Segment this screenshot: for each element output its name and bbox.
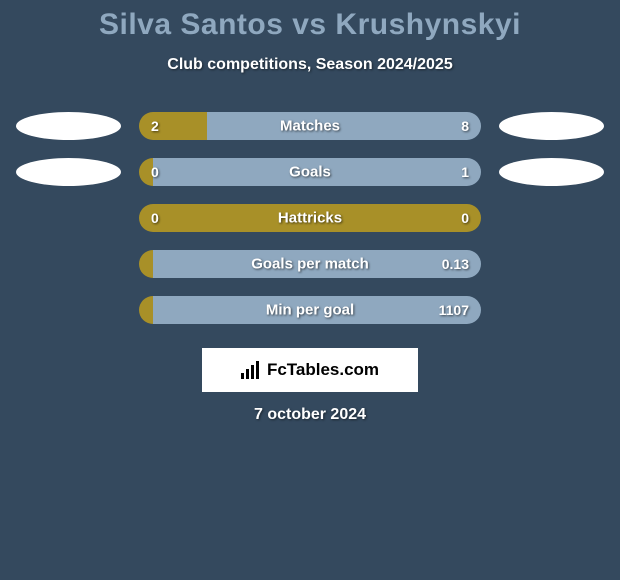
left-marker [16, 158, 121, 186]
site-logo: FcTables.com [241, 360, 379, 380]
right-marker [499, 158, 604, 186]
subtitle: Club competitions, Season 2024/2025 [0, 56, 620, 74]
logo-label: FcTables.com [267, 360, 379, 380]
stat-value-right: 1 [461, 164, 469, 180]
stat-value-left: 0 [151, 164, 159, 180]
logo-box: FcTables.com [202, 348, 418, 392]
stat-label: Goals [289, 164, 331, 181]
bar-chart-icon [241, 361, 261, 379]
date-label: 7 october 2024 [0, 406, 620, 424]
page-title: Silva Santos vs Krushynskyi [0, 8, 620, 42]
stat-bar: Min per goal 1107 [139, 296, 481, 324]
comparison-card: Silva Santos vs Krushynskyi Club competi… [0, 0, 620, 424]
stat-label: Goals per match [251, 256, 369, 273]
stat-bar: Goals 0 1 [139, 158, 481, 186]
stat-bar: Matches 2 8 [139, 112, 481, 140]
stat-label: Hattricks [278, 210, 342, 227]
stat-value-right: 1107 [439, 302, 469, 318]
stat-row: Hattricks 0 0 [0, 204, 620, 232]
stat-row: Min per goal 1107 [0, 296, 620, 324]
stat-value-right: 0.13 [442, 256, 469, 272]
stat-row: Goals 0 1 [0, 158, 620, 186]
stats-section: Matches 2 8 Goals 0 1 Hattricks 0 0 Goals per mat… [0, 112, 620, 324]
bar-left-fill [139, 296, 153, 324]
stat-value-right: 8 [461, 118, 469, 134]
bar-left-fill [139, 112, 207, 140]
stat-row: Goals per match 0.13 [0, 250, 620, 278]
left-marker [16, 112, 121, 140]
bar-right-fill [207, 112, 481, 140]
stat-bar: Goals per match 0.13 [139, 250, 481, 278]
bar-left-fill [139, 250, 153, 278]
right-marker [499, 112, 604, 140]
stat-row: Matches 2 8 [0, 112, 620, 140]
stat-value-left: 2 [151, 118, 159, 134]
stat-value-left: 0 [151, 210, 159, 226]
stat-value-right: 0 [461, 210, 469, 226]
stat-label: Matches [280, 118, 340, 135]
stat-label: Min per goal [266, 302, 354, 319]
stat-bar: Hattricks 0 0 [139, 204, 481, 232]
